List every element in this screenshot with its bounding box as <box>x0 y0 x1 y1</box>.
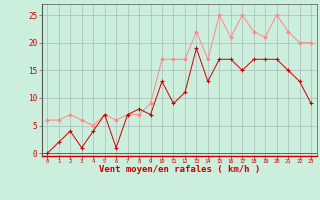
X-axis label: Vent moyen/en rafales ( km/h ): Vent moyen/en rafales ( km/h ) <box>99 165 260 174</box>
